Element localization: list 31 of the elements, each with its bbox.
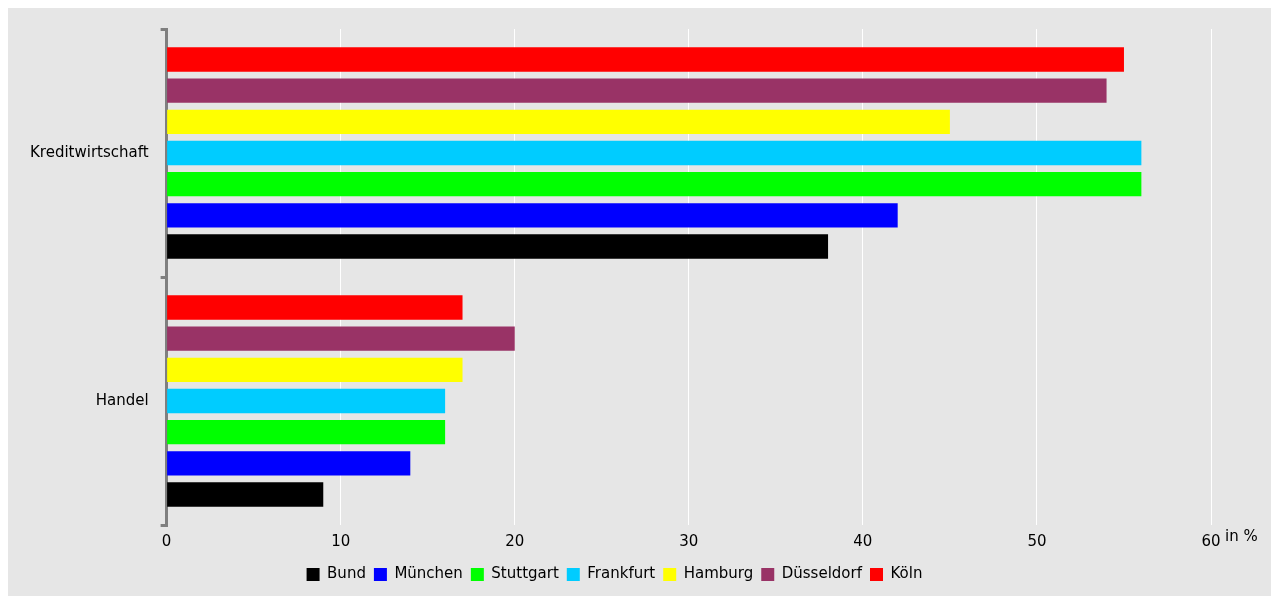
y-tick-label: Handel [95, 390, 149, 409]
x-tick-label: 20 [505, 531, 525, 550]
bar [167, 326, 515, 351]
x-tick-label: 40 [853, 531, 873, 550]
bar [167, 47, 1124, 72]
x-tick-label: 60 [1201, 531, 1221, 550]
bar [167, 172, 1142, 197]
legend-label: Hamburg [683, 564, 754, 583]
y-tick-label: Kreditwirtschaft [29, 142, 149, 161]
x-tick-label: 0 [161, 531, 172, 550]
bar [167, 482, 324, 507]
bar [167, 295, 463, 320]
bar [167, 420, 446, 445]
x-axis-title: in % [1225, 526, 1258, 545]
bar [167, 140, 1142, 166]
x-tick-label: 10 [331, 531, 351, 550]
bar [167, 388, 446, 414]
legend-label: Frankfurt [587, 564, 656, 583]
bar [167, 234, 829, 259]
bar [167, 78, 1107, 103]
legend-label: Bund [327, 564, 366, 583]
bar [167, 357, 463, 382]
x-tick-label: 50 [1027, 531, 1047, 550]
bar [167, 451, 411, 476]
legend-label: Düsseldorf [781, 564, 863, 583]
bar [167, 203, 898, 228]
legend-label: München [394, 564, 463, 583]
x-tick-label: 30 [679, 531, 699, 550]
legend-label: Stuttgart [491, 564, 559, 583]
bar [167, 109, 950, 134]
legend-label: Köln [890, 564, 923, 583]
